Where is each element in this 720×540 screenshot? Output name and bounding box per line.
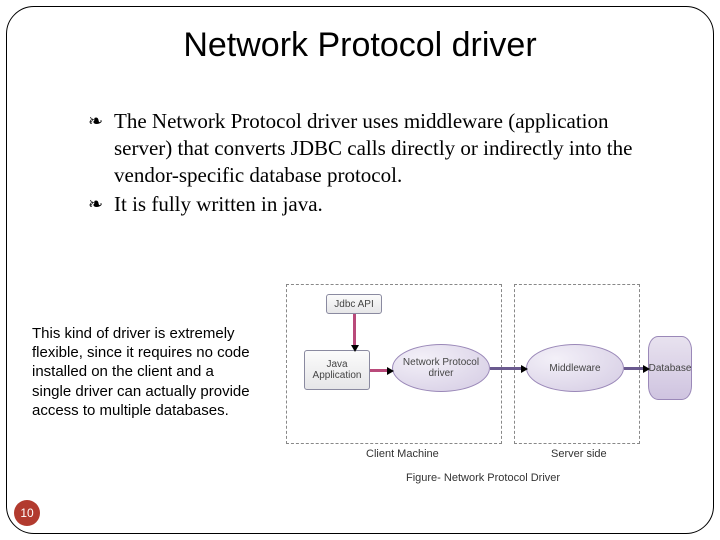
arrow-jdbc-app xyxy=(353,314,356,346)
bullet-item: It is fully written in java. xyxy=(88,191,660,218)
node-driver: Network Protocol driver xyxy=(392,344,490,392)
protocol-diagram: Client Machine Server side Figure- Netwo… xyxy=(276,280,696,490)
arrow-mw-db xyxy=(624,367,644,370)
node-db: Database xyxy=(648,336,692,400)
server-group-label: Server side xyxy=(551,448,607,460)
diagram-caption: Figure- Network Protocol Driver xyxy=(406,472,560,484)
node-mw: Middleware xyxy=(526,344,624,392)
arrow-app-driver xyxy=(370,369,388,372)
client-group-label: Client Machine xyxy=(366,448,439,460)
page-number: 10 xyxy=(20,506,33,520)
slide-title: Network Protocol driver xyxy=(0,26,720,65)
bullet-list: The Network Protocol driver uses middlew… xyxy=(88,108,660,220)
bullet-item: The Network Protocol driver uses middlew… xyxy=(88,108,660,189)
arrow-driver-mw xyxy=(490,367,522,370)
side-note: This kind of driver is extremely flexibl… xyxy=(32,324,252,420)
page-number-badge: 10 xyxy=(14,500,40,526)
node-jdbc: Jdbc API xyxy=(326,294,382,314)
node-app: Java Application xyxy=(304,350,370,390)
